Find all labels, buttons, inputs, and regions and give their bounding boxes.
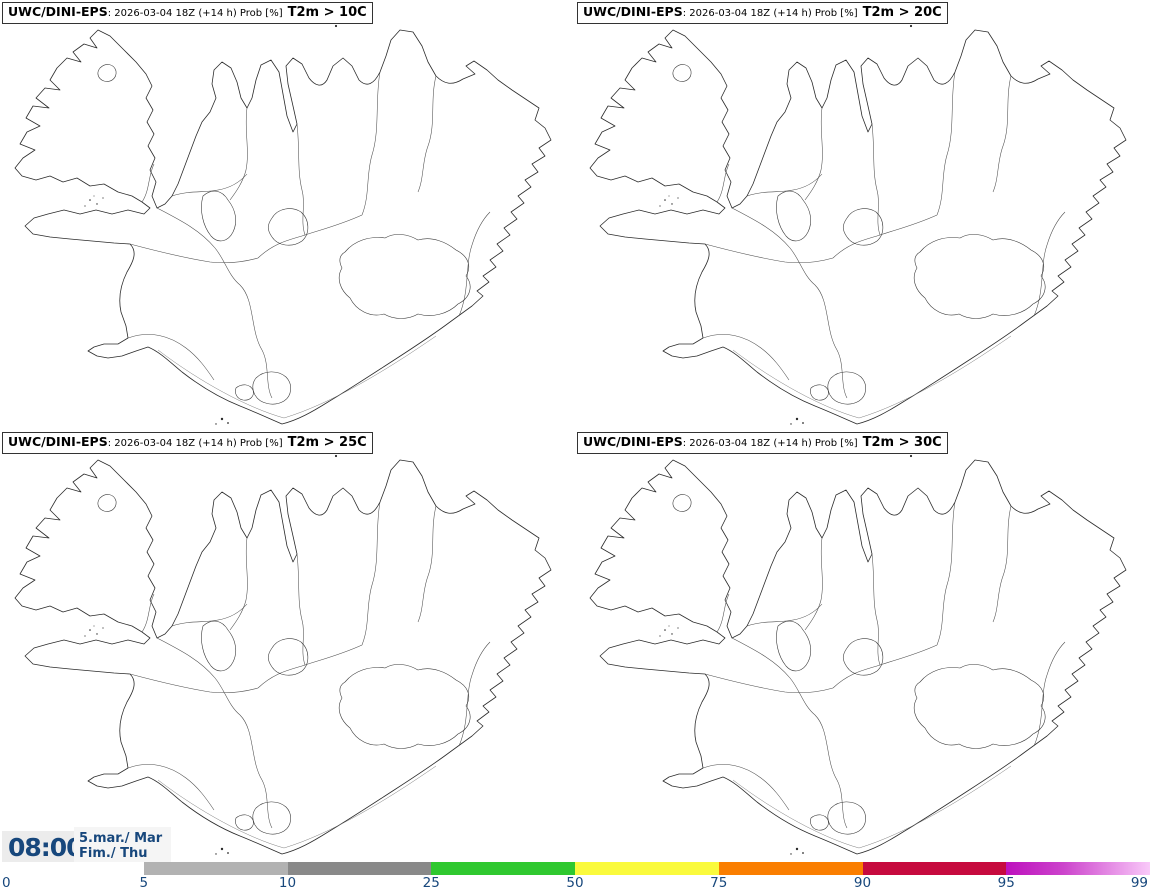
panel-t2m-gt-30c: UWC/DINI-EPS : 2026-03-04 18Z (+14 h) Pr…: [575, 430, 1150, 860]
colorbar-segment-75-90: [718, 862, 863, 875]
colorbar-segment-95-99: [1006, 862, 1150, 875]
colorbar-segment-25-50: [431, 862, 575, 875]
footer: 08:00 5.mar./ Mar Fim./ Thu 0 5 10 25 50…: [0, 827, 1150, 891]
colorbar-tick-label: 75: [710, 875, 728, 891]
colorbar-tick-label: 5: [139, 875, 149, 891]
model-label: UWC/DINI-EPS: [8, 434, 108, 449]
threshold-label: T2m > 25C: [287, 435, 367, 450]
model-label: UWC/DINI-EPS: [8, 4, 108, 19]
run-info: : 2026-03-04 18Z (+14 h) Prob [%]: [107, 438, 283, 449]
colorbar-segment-10-25: [287, 862, 432, 875]
colorbar-tick-label: 0: [2, 875, 11, 891]
model-label: UWC/DINI-EPS: [583, 434, 683, 449]
colorbar-tick-label: 25: [422, 875, 440, 891]
iceland-map: [589, 454, 1127, 856]
model-label: UWC/DINI-EPS: [583, 4, 683, 19]
date-label: 5.mar./ Mar Fim./ Thu: [74, 827, 172, 865]
colorbar-tick-label: 90: [853, 875, 872, 891]
colorbar-segment-5-10: [143, 862, 288, 875]
colorbar-tick-label: 95: [997, 875, 1015, 891]
iceland-map: [589, 24, 1127, 426]
date-line-1: 5.mar./ Mar: [79, 831, 163, 846]
run-info: : 2026-03-04 18Z (+14 h) Prob [%]: [682, 438, 858, 449]
probability-colorbar: [0, 862, 1150, 875]
panel-t2m-gt-10c: UWC/DINI-EPS : 2026-03-04 18Z (+14 h) Pr…: [0, 0, 575, 430]
colorbar-tick-label: 50: [566, 875, 584, 891]
panel-title: UWC/DINI-EPS : 2026-03-04 18Z (+14 h) Pr…: [577, 2, 948, 25]
threshold-label: T2m > 20C: [862, 5, 942, 20]
date-line-2: Fim./ Thu: [79, 846, 148, 862]
colorbar-tick-label: 10: [278, 875, 297, 891]
panel-t2m-gt-20c: UWC/DINI-EPS : 2026-03-04 18Z (+14 h) Pr…: [575, 0, 1150, 430]
iceland-map: [14, 454, 552, 856]
panel-title: UWC/DINI-EPS : 2026-03-04 18Z (+14 h) Pr…: [2, 432, 373, 455]
panel-title: UWC/DINI-EPS : 2026-03-04 18Z (+14 h) Pr…: [577, 432, 948, 455]
colorbar-segment-90-95: [862, 862, 1007, 875]
threshold-label: T2m > 30C: [862, 435, 942, 450]
colorbar-segment-0-5: [0, 862, 144, 875]
threshold-label: T2m > 10C: [287, 5, 367, 20]
colorbar-segment-50-75: [575, 862, 719, 875]
run-info: : 2026-03-04 18Z (+14 h) Prob [%]: [682, 8, 858, 19]
colorbar-tick-label: 99: [1130, 875, 1148, 891]
panel-t2m-gt-25c: UWC/DINI-EPS : 2026-03-04 18Z (+14 h) Pr…: [0, 430, 575, 860]
iceland-map: [14, 24, 552, 426]
panel-title: UWC/DINI-EPS : 2026-03-04 18Z (+14 h) Pr…: [2, 2, 373, 25]
run-info: : 2026-03-04 18Z (+14 h) Prob [%]: [107, 8, 283, 19]
colorbar-tick-labels: 0 5 10 25 50 75 90 95 99: [0, 875, 1150, 891]
